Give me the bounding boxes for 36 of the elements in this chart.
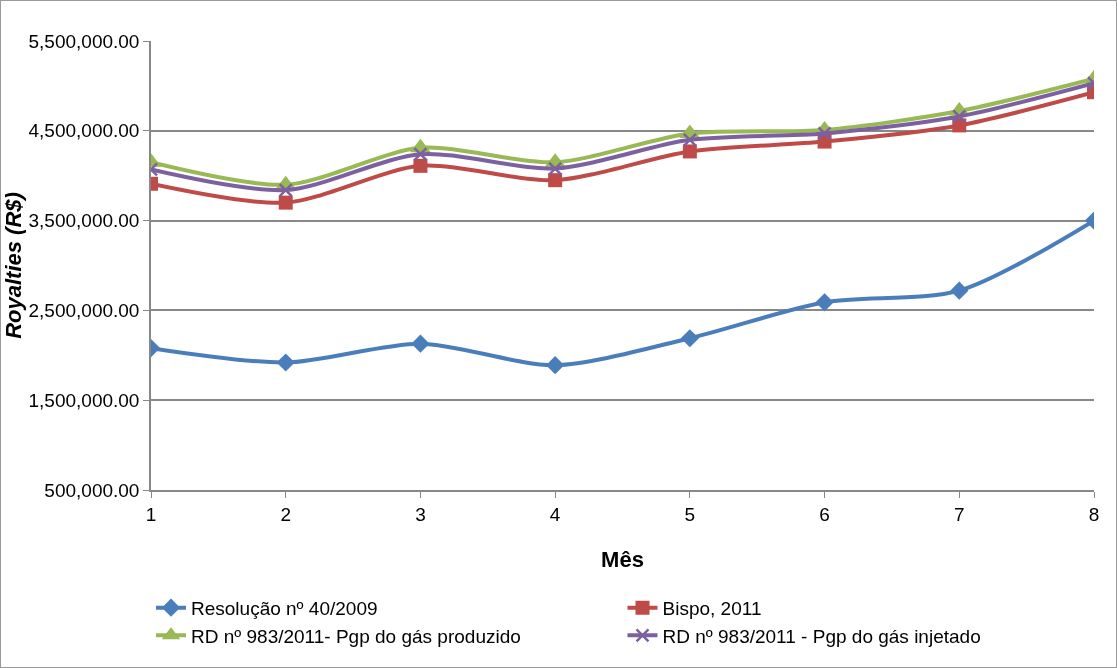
legend-label: RD nº 983/2011- Pgp do gás produzido — [191, 625, 521, 647]
y-tick-label: 4,500,000.00 — [28, 120, 140, 142]
point — [278, 182, 293, 198]
y-axis-title: Royalties (R$) — [1, 192, 26, 339]
legend-label: Bispo, 2011 — [662, 598, 762, 620]
point — [278, 195, 293, 210]
point — [547, 161, 563, 176]
point — [276, 353, 295, 372]
x-tick-label: 4 — [549, 503, 561, 525]
x-tick-label: 7 — [954, 503, 965, 525]
point — [950, 281, 969, 300]
y-tick-label: 5,500,000.00 — [28, 30, 140, 52]
point — [413, 146, 428, 162]
y-tick-label: 2,500,000.00 — [28, 300, 140, 322]
y-tick-label: 3,500,000.00 — [28, 210, 140, 232]
x-tick-label: 6 — [819, 503, 830, 525]
point — [682, 132, 698, 148]
x-tick-label: 8 — [1088, 503, 1100, 525]
x-tick-label: 3 — [415, 503, 426, 525]
point — [548, 173, 563, 188]
point — [817, 126, 832, 141]
x-tick-label: 2 — [280, 503, 291, 525]
legend-label: Resolução nº 40/2009 — [191, 598, 378, 620]
x-axis-title: Mês — [601, 546, 644, 572]
point — [413, 158, 428, 173]
x-tick-label: 1 — [145, 503, 157, 525]
point — [411, 334, 430, 353]
y-tick-label: 500,000.00 — [44, 479, 140, 501]
legend-label: RD nº 983/2011 - Pgp do gás injetado — [662, 625, 981, 647]
y-tick-label: 1,500,000.00 — [28, 389, 140, 411]
point — [815, 293, 834, 312]
point — [952, 109, 967, 124]
point — [682, 144, 697, 159]
point — [546, 356, 565, 375]
x-tick-label: 5 — [684, 503, 696, 525]
point — [680, 329, 699, 348]
